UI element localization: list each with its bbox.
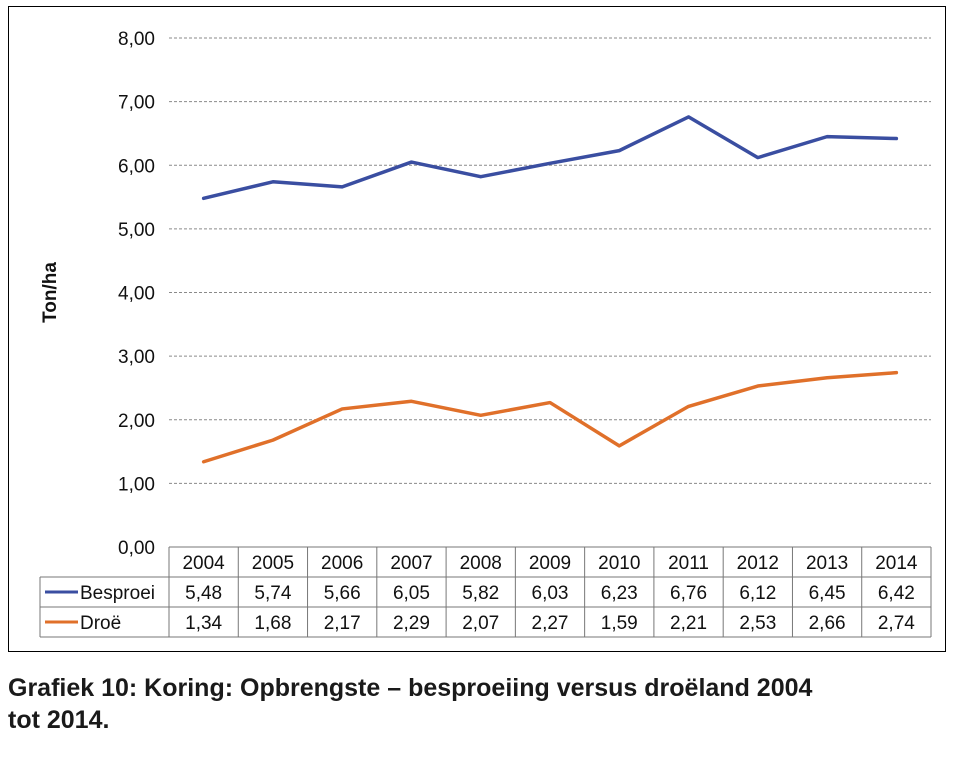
data-label: 6,03 <box>532 583 569 604</box>
data-label: 5,66 <box>324 583 361 604</box>
data-label: 6,23 <box>601 583 638 604</box>
data-label: 6,45 <box>809 583 846 604</box>
x-tick-label: 2006 <box>321 553 363 574</box>
data-label: 6,12 <box>739 583 776 604</box>
y-tick-label: 1,00 <box>118 474 155 495</box>
legend-label: Besproei <box>80 583 155 604</box>
series-line-0 <box>201 115 899 201</box>
caption-line-2: tot 2014. <box>8 706 110 734</box>
x-tick-label: 2009 <box>529 553 571 574</box>
legend-label: Droë <box>80 613 121 634</box>
line-chart: 0,00 1,00 2,00 3,00 4,00 5,00 6,00 7,00 8,00 Ton/… <box>39 29 932 638</box>
x-tick-label: 2013 <box>806 553 848 574</box>
y-tick-label: 4,00 <box>118 284 155 305</box>
x-tick-label: 2008 <box>460 553 502 574</box>
caption-line-1: Grafiek 10: Koring: Opbrengste – besproe… <box>8 674 813 702</box>
data-label: 2,07 <box>462 613 499 634</box>
y-tick-label: 0,00 <box>118 538 155 559</box>
y-axis-title: Ton/ha <box>40 262 61 323</box>
data-label: 6,76 <box>670 583 707 604</box>
data-label: 5,74 <box>254 583 291 604</box>
data-label: 1,68 <box>254 613 291 634</box>
x-tick-label: 2007 <box>390 553 432 574</box>
data-label: 1,34 <box>185 613 222 634</box>
data-label: 2,29 <box>393 613 430 634</box>
data-label: 2,21 <box>670 613 707 634</box>
data-label: 2,66 <box>809 613 846 634</box>
x-tick-label: 2012 <box>737 553 779 574</box>
data-label: 2,17 <box>324 613 361 634</box>
data-label: 5,82 <box>462 583 499 604</box>
y-tick-label: 3,00 <box>118 347 155 368</box>
chart-frame: 0,00 1,00 2,00 3,00 4,00 5,00 6,00 7,00 8,00 Ton/… <box>8 6 946 652</box>
x-tick-label: 2014 <box>875 553 918 574</box>
x-tick-label: 2011 <box>668 553 709 574</box>
data-label: 5,48 <box>185 583 222 604</box>
data-label: 2,53 <box>739 613 776 634</box>
series-line-1 <box>201 370 899 464</box>
x-tick-label: 2005 <box>252 553 294 574</box>
x-tick-label: 2010 <box>598 553 640 574</box>
data-label: 6,42 <box>878 583 915 604</box>
figure-caption: Grafiek 10: Koring: Opbrengste – besproe… <box>8 672 908 736</box>
y-tick-label: 7,00 <box>118 93 155 114</box>
data-label: 6,05 <box>393 583 430 604</box>
data-label: 1,59 <box>601 613 638 634</box>
y-tick-label: 8,00 <box>118 29 155 50</box>
y-tick-label: 2,00 <box>118 411 155 432</box>
y-tick-label: 6,00 <box>118 156 155 177</box>
x-tick-label: 2004 <box>182 553 225 574</box>
data-label: 2,74 <box>878 613 915 634</box>
y-tick-label: 5,00 <box>118 220 155 241</box>
data-label: 2,27 <box>532 613 569 634</box>
